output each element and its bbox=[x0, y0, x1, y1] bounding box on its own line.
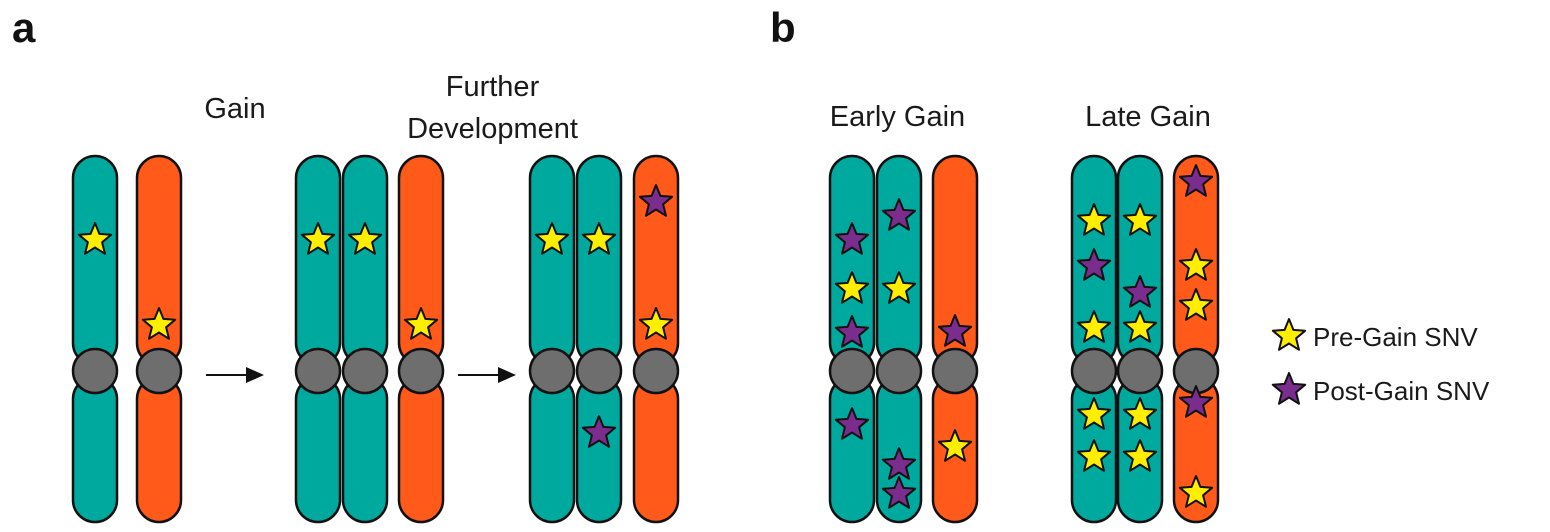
pre-gain-star bbox=[1076, 203, 1112, 236]
chromosome-late-teal-1-centromere bbox=[1070, 347, 1118, 395]
chromosome-early-orange-centromere bbox=[931, 347, 979, 395]
pre-gain-star bbox=[347, 222, 383, 255]
chromosome-a3-orange bbox=[632, 154, 680, 524]
chromosome-a2-teal-2 bbox=[341, 154, 389, 524]
chromosome-a3-teal-2-lower-arm bbox=[575, 375, 623, 524]
pre-gain-star bbox=[834, 271, 870, 304]
chromosome-early-teal-2-centromere bbox=[875, 347, 923, 395]
chromosome-a3-teal-2 bbox=[575, 154, 623, 524]
chromosome-a2-teal-1 bbox=[294, 154, 342, 524]
pre-gain-star bbox=[881, 271, 917, 304]
chromosome-a1-teal-upper-arm bbox=[71, 154, 119, 367]
chromosome-a1-orange-lower-arm bbox=[135, 375, 183, 524]
pre-gain-star bbox=[403, 307, 439, 340]
post-gain-star bbox=[834, 407, 870, 440]
pre-gain-star bbox=[581, 222, 617, 255]
late-gain-label: Late Gain bbox=[1085, 101, 1211, 133]
chromosome-a3-teal-1 bbox=[528, 154, 576, 524]
chromosome-early-teal-1-lower-arm bbox=[828, 375, 876, 524]
legend-pre-gain-label: Pre-Gain SNV bbox=[1313, 322, 1478, 352]
post-gain-star bbox=[1178, 385, 1214, 418]
chromosome-a3-teal-2-upper-arm bbox=[575, 154, 623, 367]
legend-pre-gain-star-icon bbox=[1271, 318, 1307, 351]
chromosome-early-teal-2-upper-arm bbox=[875, 154, 923, 367]
chromosome-a2-teal-2-upper-arm bbox=[341, 154, 389, 367]
pre-gain-star bbox=[1122, 397, 1158, 430]
chromosome-a2-teal-2-centromere bbox=[341, 347, 389, 395]
post-gain-star bbox=[1178, 164, 1214, 197]
gain-label: Gain bbox=[204, 93, 266, 125]
pre-gain-star bbox=[300, 222, 336, 255]
chromosome-a1-teal-centromere bbox=[71, 347, 119, 395]
post-gain-star bbox=[581, 415, 617, 448]
pre-gain-star bbox=[1122, 310, 1158, 343]
post-gain-star bbox=[881, 198, 917, 231]
post-gain-star bbox=[881, 476, 917, 509]
post-gain-star bbox=[638, 184, 674, 217]
pre-gain-star bbox=[1178, 475, 1214, 508]
pre-gain-star bbox=[141, 307, 177, 340]
pre-gain-star bbox=[937, 429, 973, 462]
post-gain-star bbox=[937, 314, 973, 347]
chromosome-a1-orange-centromere bbox=[135, 347, 183, 395]
development-label: Development bbox=[407, 113, 578, 145]
chromosome-a2-teal-1-centromere bbox=[294, 347, 342, 395]
chromosome-a3-teal-1-lower-arm bbox=[528, 375, 576, 524]
chromosome-a3-teal-1-centromere bbox=[528, 347, 576, 395]
chromosome-a2-teal-1-upper-arm bbox=[294, 154, 342, 367]
panel-b-letter: b bbox=[770, 4, 796, 51]
post-gain-star bbox=[1122, 275, 1158, 308]
legend-post-gain-star-icon bbox=[1271, 372, 1307, 405]
chromosome-a3-teal-1-upper-arm bbox=[528, 154, 576, 367]
panel-a-letter: a bbox=[12, 4, 36, 51]
chromosome-a2-teal-2-lower-arm bbox=[341, 375, 389, 524]
chromosome-early-teal-1-centromere bbox=[828, 347, 876, 395]
pre-gain-star bbox=[1122, 439, 1158, 472]
early-gain-label: Early Gain bbox=[829, 101, 966, 133]
chromosome-a2-orange-lower-arm bbox=[397, 375, 445, 524]
pre-gain-star bbox=[1076, 397, 1112, 430]
post-gain-star bbox=[834, 315, 870, 348]
chromosome-a1-teal bbox=[71, 154, 119, 524]
chromosome-late-orange bbox=[1172, 154, 1220, 524]
legend-post-gain-label: Post-Gain SNV bbox=[1313, 376, 1490, 406]
chromosome-a3-teal-2-centromere bbox=[575, 347, 623, 395]
pre-gain-star bbox=[638, 307, 674, 340]
chromosome-a2-orange-centromere bbox=[397, 347, 445, 395]
post-gain-star bbox=[834, 222, 870, 255]
chromosome-a1-teal-lower-arm bbox=[71, 375, 119, 524]
further-label: Further bbox=[445, 71, 540, 103]
pre-gain-star bbox=[1122, 203, 1158, 236]
chromosome-late-teal-2-centromere bbox=[1116, 347, 1164, 395]
chromosome-a1-orange bbox=[135, 154, 183, 524]
pre-gain-star bbox=[1178, 288, 1214, 321]
pre-gain-star bbox=[1076, 439, 1112, 472]
chromosome-a3-orange-centromere bbox=[632, 347, 680, 395]
pre-gain-star bbox=[1076, 310, 1112, 343]
chromosome-a2-teal-1-lower-arm bbox=[294, 375, 342, 524]
post-gain-star bbox=[881, 447, 917, 480]
chromosome-early-teal-1 bbox=[828, 154, 876, 524]
chromosome-a2-orange bbox=[397, 154, 445, 524]
pre-gain-star bbox=[77, 222, 113, 255]
pre-gain-star bbox=[534, 222, 570, 255]
pre-gain-star bbox=[1178, 248, 1214, 281]
post-gain-star bbox=[1076, 248, 1112, 281]
chromosome-a3-orange-lower-arm bbox=[632, 375, 680, 524]
